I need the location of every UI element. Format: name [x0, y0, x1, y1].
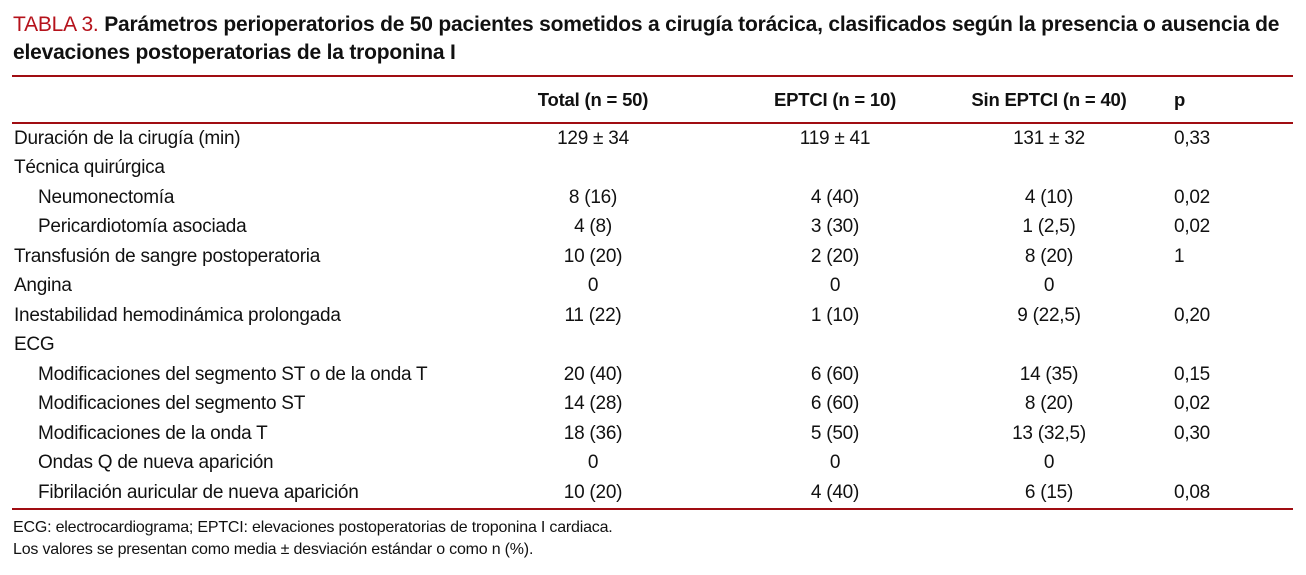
table-title-text: Parámetros perioperatorios de 50 pacient…: [13, 13, 1280, 64]
header-empty: [12, 76, 470, 123]
row-label: Modificaciones del segmento ST o de la o…: [38, 363, 428, 385]
row-label: Transfusión de sangre postoperatoria: [14, 245, 321, 267]
row-label: Técnica quirúrgica: [14, 157, 165, 179]
table-row: Modificaciones de la onda T 18 (36) 5 (5…: [12, 419, 1293, 449]
footnote-values-note: Los valores se presentan como media ± de…: [13, 541, 534, 558]
row-label: Fibrilación auricular de nueva aparición: [38, 481, 359, 503]
cell-p: 0,02: [1174, 216, 1210, 238]
row-label: Modificaciones de la onda T: [38, 422, 268, 444]
table-row: Ondas Q de nueva aparición 0 0 0: [12, 449, 1293, 479]
cell-eptci: 4 (40): [810, 481, 860, 503]
cell-eptci: 4 (40): [810, 186, 860, 208]
cell-sin-eptci: 8 (20): [1024, 245, 1074, 267]
cell-p: 0,33: [1174, 127, 1210, 149]
row-label: Angina: [14, 275, 72, 297]
cell-sin-eptci: 1 (2,5): [1022, 216, 1076, 238]
cell-sin-eptci: 4 (10): [1024, 186, 1074, 208]
cell-eptci: 5 (50): [810, 422, 860, 444]
cell-total: 129 ± 34: [557, 127, 629, 149]
header-row: Total (n = 50) EPTCI (n = 10) Sin EPTCI …: [12, 76, 1293, 123]
cell-p: [1144, 449, 1293, 479]
header-sin-eptci: Sin EPTCI (n = 40): [971, 88, 1127, 110]
cell-total: 18 (36): [563, 422, 623, 444]
cell-p: 0,08: [1174, 481, 1210, 503]
row-label: Duración de la cirugía (min): [14, 127, 241, 149]
table-row: Duración de la cirugía (min) 129 ± 34 11…: [12, 123, 1293, 154]
table-row: ECG: [12, 331, 1293, 361]
table-row: Pericardiotomía asociada 4 (8) 3 (30) 1 …: [12, 213, 1293, 243]
cell-total: 11 (22): [564, 304, 622, 326]
cell-p: 1: [1174, 245, 1185, 267]
cell-sin-eptci: 8 (20): [1024, 393, 1074, 415]
cell-total: 8 (16): [568, 186, 618, 208]
header-total: Total (n = 50): [537, 88, 649, 110]
row-label: Neumonectomía: [38, 186, 175, 208]
table-body: Duración de la cirugía (min) 129 ± 34 11…: [12, 123, 1293, 509]
cell-p: 0,15: [1174, 363, 1210, 385]
cell-total: 10 (20): [563, 245, 623, 267]
table-row: Transfusión de sangre postoperatoria 10 …: [12, 242, 1293, 272]
cell-sin-eptci: 13 (32,5): [1012, 422, 1086, 444]
cell-total: 0: [587, 275, 599, 297]
table-footnotes: ECG: electrocardiograma; EPTCI: elevacio…: [13, 517, 1306, 562]
cell-sin-eptci: 9 (22,5): [1017, 304, 1081, 326]
table-number: TABLA 3.: [13, 13, 99, 36]
cell-eptci: [716, 331, 954, 361]
row-label: Modificaciones del segmento ST: [38, 393, 306, 415]
cell-total: [470, 154, 716, 184]
cell-p: 0,02: [1174, 186, 1210, 208]
table-row: Neumonectomía 8 (16) 4 (40) 4 (10) 0,02: [12, 183, 1293, 213]
cell-total: 0: [587, 452, 599, 474]
cell-eptci: 0: [829, 275, 841, 297]
row-label: Ondas Q de nueva aparición: [38, 452, 274, 474]
table-row: Angina 0 0 0: [12, 272, 1293, 302]
cell-sin-eptci: 0: [1043, 275, 1055, 297]
cell-p: [1144, 272, 1293, 302]
table-row: Modificaciones del segmento ST o de la o…: [12, 360, 1293, 390]
cell-eptci: [716, 154, 954, 184]
header-p: p: [1174, 88, 1186, 110]
cell-sin-eptci: 6 (15): [1024, 481, 1074, 503]
table-row: Modificaciones del segmento ST 14 (28) 6…: [12, 390, 1293, 420]
cell-total: 10 (20): [563, 481, 623, 503]
table-title: TABLA 3. Parámetros perioperatorios de 5…: [0, 0, 1306, 67]
cell-eptci: 1 (10): [810, 304, 860, 326]
row-label: Pericardiotomía asociada: [38, 216, 247, 238]
cell-sin-eptci: 131 ± 32: [1013, 127, 1085, 149]
cell-total: 14 (28): [563, 393, 623, 415]
cell-eptci: 119 ± 41: [799, 127, 871, 149]
cell-p: 0,20: [1174, 304, 1210, 326]
cell-total: 20 (40): [563, 363, 623, 385]
cell-eptci: 6 (60): [810, 393, 860, 415]
cell-sin-eptci: [954, 331, 1144, 361]
cell-p: 0,30: [1174, 422, 1210, 444]
cell-sin-eptci: [954, 154, 1144, 184]
row-label: ECG: [14, 334, 55, 356]
header-eptci: EPTCI (n = 10): [773, 88, 897, 110]
cell-total: 4 (8): [574, 216, 612, 238]
cell-total: [470, 331, 716, 361]
footnote-abbreviations: ECG: electrocardiograma; EPTCI: elevacio…: [13, 518, 613, 536]
table-header: Total (n = 50) EPTCI (n = 10) Sin EPTCI …: [12, 76, 1293, 123]
row-label: Inestabilidad hemodinámica prolongada: [14, 304, 341, 326]
cell-sin-eptci: 0: [1043, 452, 1055, 474]
table-row: Fibrilación auricular de nueva aparición…: [12, 478, 1293, 509]
cell-eptci: 6 (60): [810, 363, 860, 385]
cell-p: 0,02: [1174, 393, 1210, 415]
cell-p: [1144, 331, 1293, 361]
cell-eptci: 3 (30): [810, 216, 860, 238]
table-row: Inestabilidad hemodinámica prolongada 11…: [12, 301, 1293, 331]
cell-p: [1144, 154, 1293, 184]
cell-sin-eptci: 14 (35): [1019, 363, 1079, 385]
cell-eptci: 2 (20): [810, 245, 860, 267]
cell-eptci: 0: [829, 452, 841, 474]
table-row: Técnica quirúrgica: [12, 154, 1293, 184]
parameters-table: Total (n = 50) EPTCI (n = 10) Sin EPTCI …: [12, 75, 1293, 510]
